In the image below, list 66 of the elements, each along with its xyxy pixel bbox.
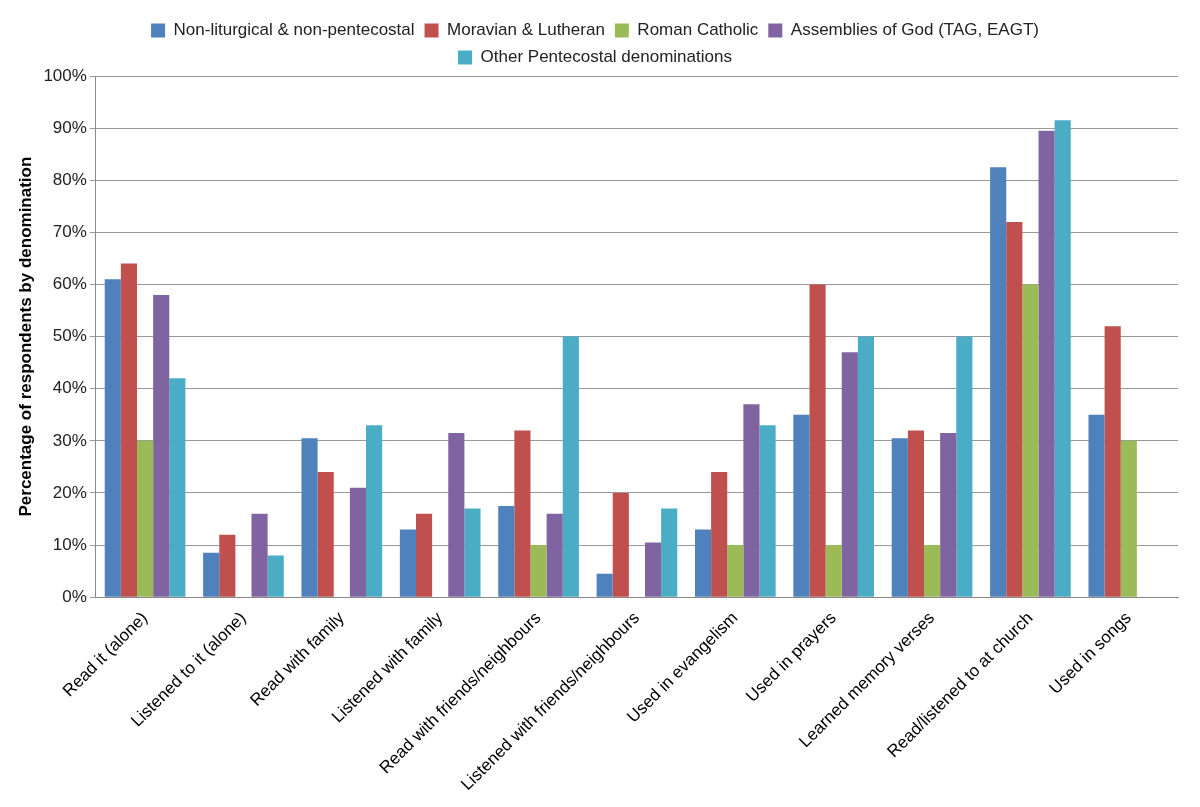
bar: [448, 433, 465, 597]
bar: [120, 263, 137, 597]
bar: [267, 555, 284, 597]
bar: [498, 505, 515, 597]
bar: [169, 378, 186, 597]
bar: [562, 336, 579, 597]
y-tick-label: 30%: [52, 430, 87, 450]
y-tick-label: 70%: [52, 222, 87, 242]
bar: [153, 294, 170, 597]
bar: [809, 284, 826, 597]
legend-label: Assemblies of God (TAG, EAGT): [790, 20, 1039, 40]
bar: [759, 425, 776, 597]
y-tick-label: 60%: [52, 274, 87, 294]
bar: [203, 552, 220, 597]
y-tick-label: 90%: [52, 117, 87, 137]
bar: [924, 545, 941, 597]
bar: [399, 529, 416, 597]
bar: [415, 513, 433, 597]
bar: [104, 279, 121, 597]
y-tick-label: 40%: [52, 378, 87, 398]
bar: [1038, 130, 1055, 597]
bar: [514, 430, 531, 597]
y-axis-title: Percentage of respondents by denomination: [15, 156, 35, 517]
y-tick-label: 50%: [52, 326, 87, 346]
bar: [743, 404, 760, 597]
legend-label: Other Pentecostal denominations: [480, 47, 732, 67]
bar: [956, 336, 973, 597]
bar: [301, 438, 318, 597]
bar: [1054, 120, 1071, 597]
bar: [645, 542, 662, 597]
bar: [366, 425, 383, 597]
bar: [596, 573, 613, 597]
y-tick-label: 20%: [52, 482, 87, 502]
bar: [990, 167, 1007, 597]
bar: [727, 545, 744, 597]
bar: [612, 492, 629, 597]
bar: [317, 472, 334, 597]
bar: [940, 433, 957, 597]
legend-label: Moravian & Lutheran: [447, 20, 605, 40]
bar: [464, 508, 481, 597]
bar: [825, 545, 842, 597]
bar: [857, 336, 875, 597]
bar: [1104, 326, 1121, 597]
y-tick-label: 0%: [62, 586, 87, 606]
bar: [907, 430, 924, 597]
bar: [349, 487, 367, 597]
bar: [841, 352, 858, 597]
legend-label: Roman Catholic: [637, 20, 759, 40]
bar: [137, 440, 154, 597]
bar: [661, 508, 678, 597]
y-tick-label: 80%: [52, 169, 87, 189]
bar: [1120, 440, 1137, 597]
bar: [711, 472, 728, 597]
bar: [1088, 414, 1105, 597]
bar: [1022, 284, 1039, 597]
y-tick-label: 10%: [52, 534, 87, 554]
bar: [793, 414, 810, 597]
bar: [530, 545, 547, 597]
bar: [1006, 221, 1023, 597]
y-tick-label: 100%: [43, 65, 87, 85]
bar: [694, 529, 712, 597]
bar: [891, 438, 908, 597]
legend-label: Non-liturgical & non-pentecostal: [173, 20, 415, 40]
bar: [251, 513, 268, 597]
bar: [219, 534, 236, 597]
bar: [546, 513, 563, 597]
